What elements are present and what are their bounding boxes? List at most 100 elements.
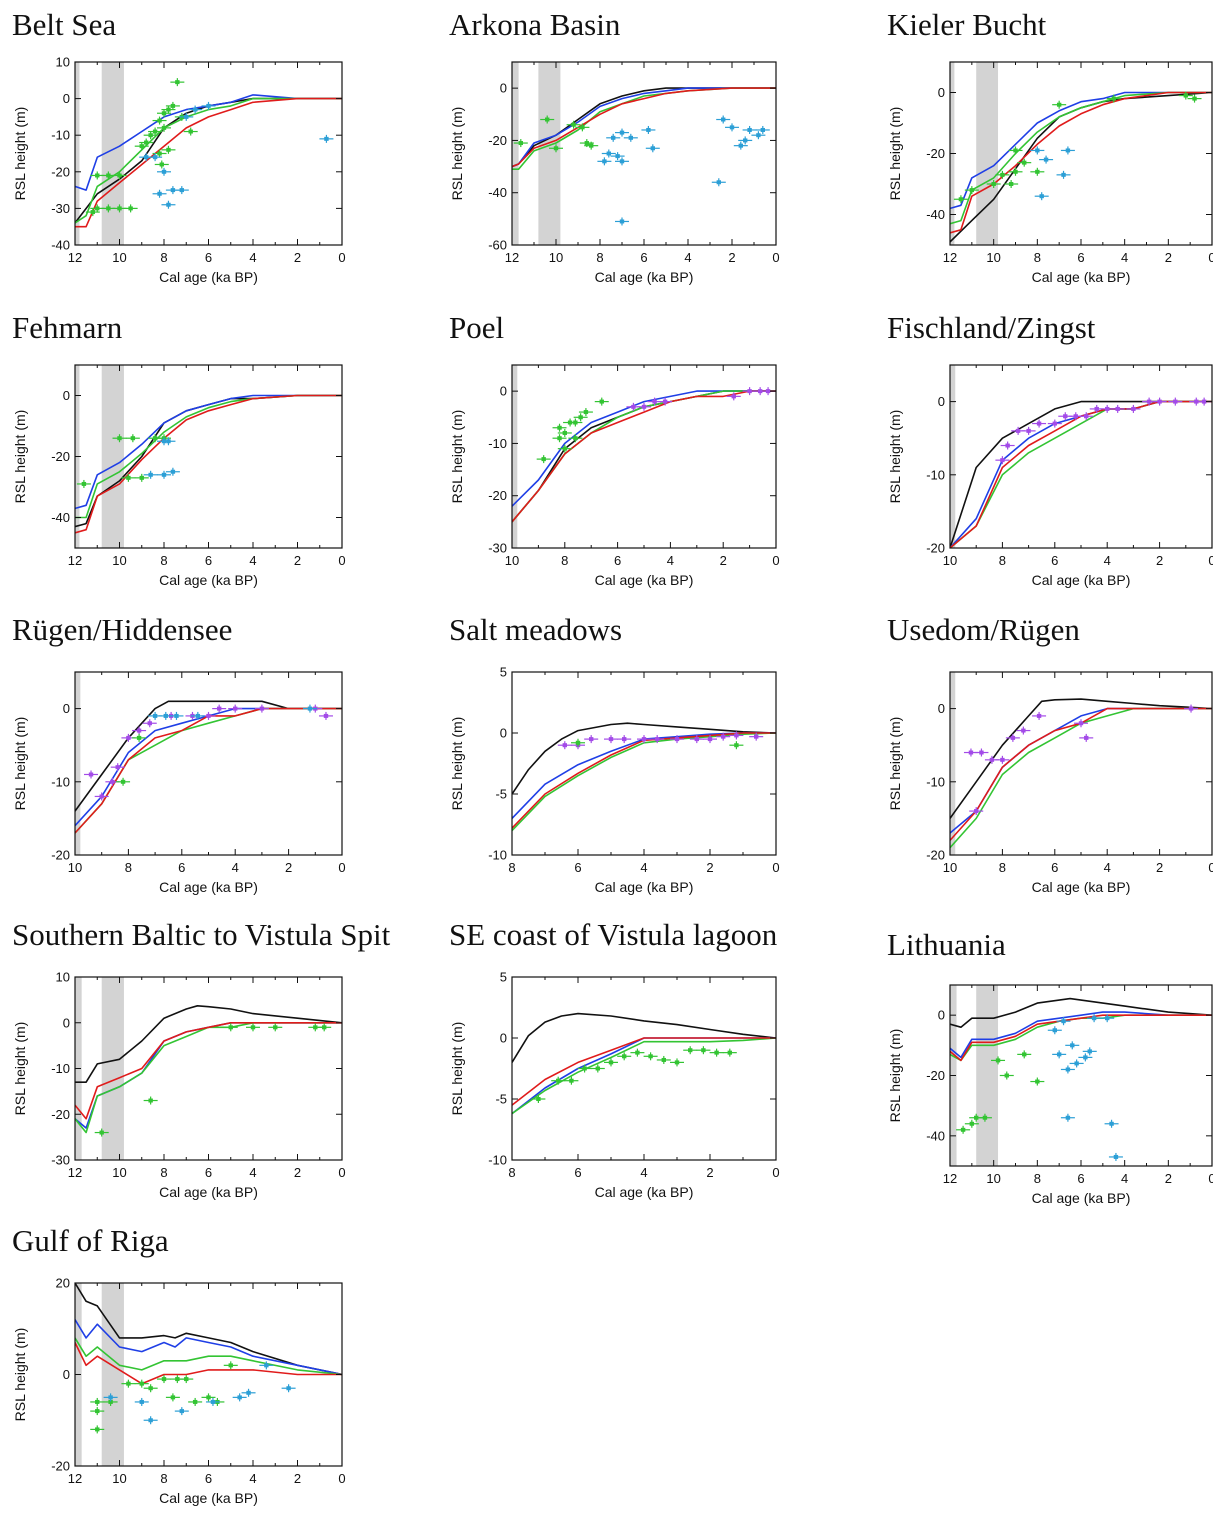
point-marker: [1084, 735, 1089, 740]
point-marker: [157, 191, 162, 196]
x-tick-label: 10: [112, 250, 126, 265]
x-tick-label: 6: [205, 1165, 212, 1180]
point-marker: [589, 143, 594, 148]
plot-frame: [949, 364, 1213, 549]
data-point-cyan: [165, 467, 180, 476]
data-point-cyan: [1100, 1014, 1115, 1023]
data-point-purple: [726, 392, 741, 401]
point-marker: [1061, 1019, 1066, 1024]
point-marker: [106, 173, 111, 178]
point-marker: [650, 146, 655, 151]
point-marker: [139, 1381, 144, 1386]
data-point-green: [656, 1055, 671, 1064]
x-tick-label: 6: [1051, 553, 1058, 568]
y-tick-label: -10: [51, 1061, 70, 1076]
point-marker: [166, 107, 171, 112]
y-tick-label: 5: [500, 665, 507, 680]
point-marker: [648, 1054, 653, 1059]
x-tick-label: 4: [1104, 553, 1111, 568]
x-tick-label: 8: [160, 250, 167, 265]
point-marker: [206, 1395, 211, 1400]
point-marker: [974, 1115, 979, 1120]
y-tick-label: -10: [488, 436, 507, 451]
panel: Kieler Bucht 12 10 8 6 4 2 0 -40 -20 0 Cal age (ka …: [887, 7, 1213, 285]
point-marker: [1078, 721, 1084, 726]
data-point-green: [575, 123, 590, 132]
index-points: [90, 1361, 296, 1434]
point-marker: [174, 713, 179, 718]
data-point-green: [1004, 180, 1019, 188]
x-tick-label: 8: [999, 860, 1006, 875]
point-marker: [148, 133, 153, 138]
point-marker: [175, 80, 180, 85]
x-tick-label: 12: [68, 1165, 82, 1180]
data-point-cyan: [1056, 170, 1071, 179]
point-marker: [635, 1050, 640, 1055]
y-tick-label: -20: [51, 848, 70, 863]
data-point-purple: [1005, 733, 1020, 742]
data-point-green: [152, 116, 167, 125]
data-point-cyan: [1056, 1017, 1071, 1026]
point-marker: [286, 1386, 291, 1391]
shaded-interval: [101, 977, 124, 1160]
x-tick-label: 10: [943, 860, 957, 875]
data-point-green: [953, 195, 968, 204]
panel-title: Lithuania: [887, 927, 1006, 962]
data-point-green: [540, 115, 555, 124]
y-tick-label: -40: [926, 1128, 945, 1143]
point-marker: [1065, 1115, 1071, 1120]
y-tick-label: -20: [51, 449, 70, 464]
point-marker: [1091, 1016, 1097, 1021]
model-line-blue: [75, 1319, 342, 1376]
point-marker: [714, 1050, 719, 1055]
data-point-purple: [110, 763, 125, 772]
x-tick-label: 6: [205, 250, 212, 265]
point-marker: [126, 1381, 131, 1386]
point-marker: [148, 1386, 153, 1391]
x-tick-label: 0: [1208, 553, 1213, 568]
data-point-cyan: [645, 144, 660, 153]
y-tick-label: -40: [51, 238, 70, 253]
data-point-green: [1052, 100, 1067, 109]
data-point-cyan: [1104, 1119, 1119, 1128]
x-tick-label: 8: [508, 860, 515, 875]
point-marker: [619, 159, 625, 164]
data-point-cyan: [738, 136, 753, 145]
point-marker: [152, 155, 158, 160]
point-marker: [974, 809, 979, 814]
y-tick-label: -5: [495, 787, 507, 802]
model-line-red: [75, 97, 342, 228]
point-marker: [595, 1066, 600, 1071]
data-point-green: [643, 1052, 658, 1061]
data-point-green: [134, 1379, 149, 1388]
y-tick-label: -40: [926, 207, 945, 222]
model-line-black: [512, 1012, 776, 1063]
point-marker: [734, 733, 739, 738]
point-marker: [106, 206, 111, 211]
panel: Rügen/Hiddensee 10 8 6 4 2 0 -20 -10 0 Cal age (ka…: [12, 612, 346, 895]
y-tick-label: 0: [938, 394, 945, 409]
point-marker: [324, 136, 329, 141]
shaded-interval: [101, 1283, 124, 1466]
point-marker: [1201, 399, 1207, 404]
point-marker: [1013, 169, 1018, 174]
y-tick-label: -20: [926, 541, 945, 556]
x-tick-label: 4: [640, 860, 647, 875]
point-marker: [136, 735, 142, 740]
y-tick-label: -5: [495, 1092, 507, 1107]
model-line-red: [950, 91, 1212, 234]
point-marker: [1065, 148, 1071, 153]
y-tick-label: 0: [938, 1008, 945, 1023]
point-marker: [159, 162, 164, 167]
point-marker: [1173, 399, 1178, 404]
y-axis-label: RSL height (m): [12, 1328, 28, 1422]
index-points: [536, 387, 776, 464]
data-point-green: [568, 418, 583, 427]
data-point-cyan: [601, 149, 616, 158]
data-point-green: [986, 180, 1001, 188]
data-point-cyan: [319, 134, 334, 143]
point-marker: [157, 118, 162, 123]
model-line-green: [512, 1037, 776, 1115]
point-marker: [139, 475, 144, 480]
data-point-purple: [1184, 704, 1199, 713]
